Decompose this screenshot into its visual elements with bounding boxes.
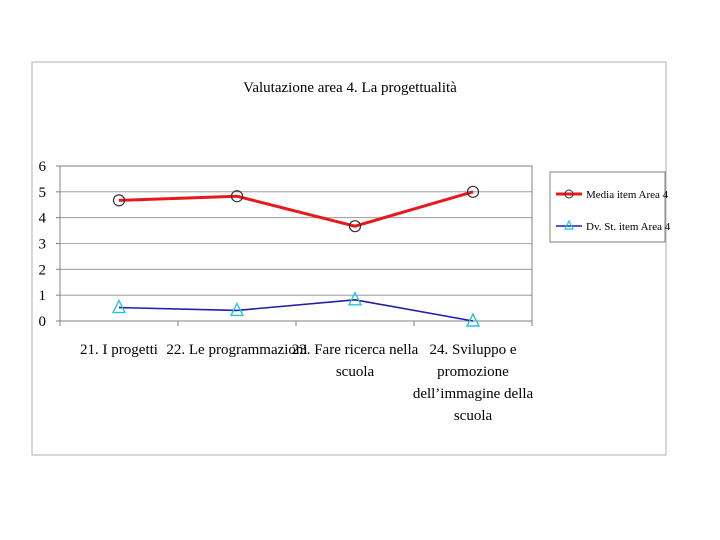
legend-label: Media item Area 4 — [586, 189, 669, 201]
data-point — [466, 185, 480, 198]
data-point — [347, 291, 363, 306]
x-tick-label-line: scuola — [336, 364, 375, 380]
x-tick-label-line: 21. I progetti — [80, 342, 158, 358]
chart-title: Valutazione area 4. La progettualità — [243, 80, 457, 96]
y-tick-label: 4 — [39, 211, 47, 227]
x-tick-label-line: 23. Fare ricerca nella — [292, 342, 419, 358]
series-line — [118, 190, 474, 228]
y-axis: 0 1 2 3 4 5 6 — [39, 159, 60, 330]
x-tick-label-line: scuola — [454, 408, 493, 424]
x-tick-label-line: 24. Sviluppo e — [429, 342, 516, 358]
grid-lines — [60, 191, 532, 296]
y-tick-label: 5 — [39, 185, 47, 201]
data-point — [230, 190, 244, 203]
legend-box — [549, 171, 666, 243]
data-point — [112, 194, 126, 207]
series-line — [118, 299, 474, 322]
data-point — [348, 220, 362, 233]
data-point — [111, 299, 127, 314]
data-point — [229, 301, 245, 317]
data-point — [465, 312, 481, 327]
x-tick-label: 24. Sviluppo e promozione dell’immagine de… — [413, 342, 534, 424]
x-tick-label-line: dell’immagine della — [413, 386, 534, 402]
y-tick-label: 6 — [39, 159, 47, 175]
legend: Media item Area 4 Dv. St. item Area 4 — [549, 171, 671, 243]
series-layer — [111, 185, 481, 327]
legend-label: Dv. St. item Area 4 — [586, 221, 671, 233]
x-tick-label: 21. I progetti — [80, 342, 158, 358]
x-tick-label-line: 22. Le programmazioni — [166, 342, 307, 358]
y-tick-label: 2 — [39, 262, 47, 278]
y-tick-label: 0 — [39, 314, 47, 330]
y-tick-label: 3 — [39, 237, 47, 253]
x-tick-label-line: promozione — [437, 364, 509, 380]
legend-marker — [564, 189, 574, 199]
x-tick-label: 22. Le programmazioni — [166, 342, 307, 358]
x-tick-label: 23. Fare ricerca nella scuola — [292, 342, 419, 380]
y-tick-label: 1 — [39, 288, 47, 304]
legend-marker — [564, 219, 574, 230]
